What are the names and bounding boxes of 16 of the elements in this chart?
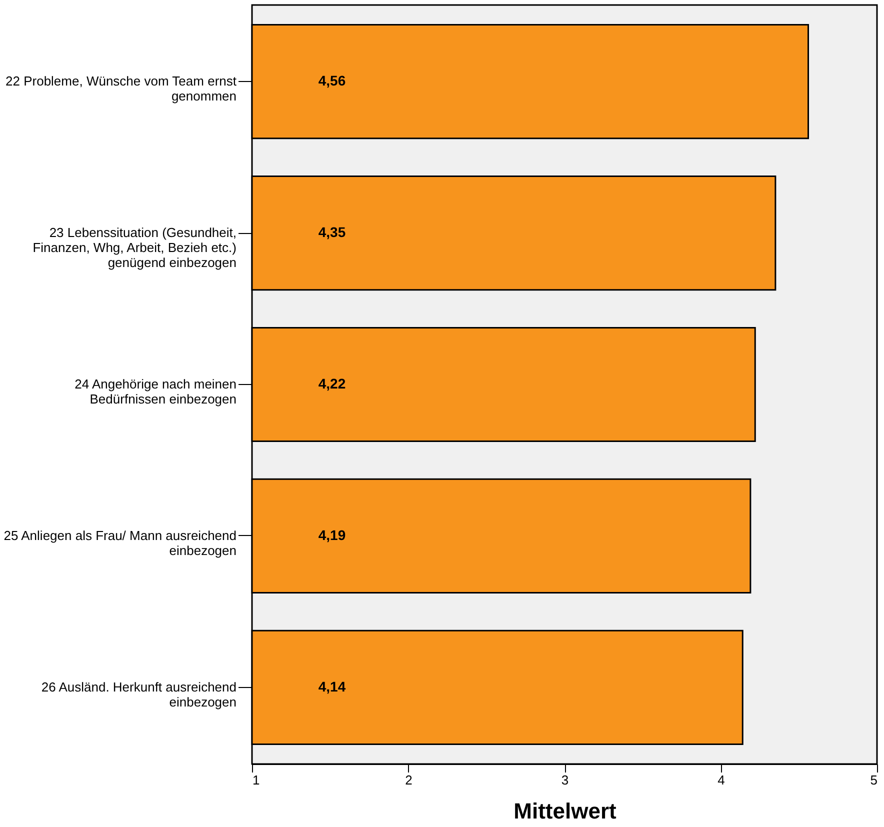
data-label: 4,19 [318,526,346,543]
y-tick-label: 26 Ausländ. Herkunft ausreichend einbezogen [41,679,236,710]
x-tick-label: 4 [718,772,725,788]
y-tick-label: 22 Probleme, Wünsche vom Team ernst genommen [6,74,237,104]
x-axis-title: Mittelwert [514,798,618,824]
data-label: 4,35 [318,224,346,240]
x-tick-label: 5 [870,772,878,788]
data-label: 4,22 [318,376,346,392]
x-tick-label: 1 [252,772,260,788]
y-tick-label: 25 Anliegen als Frau/ Mann ausreichend einbezogen [4,528,236,558]
data-label: 4,14 [318,678,346,694]
y-tick-label: 23 Lebenssituation (Gesundheit, Finanzen, Whg, Arbeit, Bezieh etc.) genügend einbezogen [32,225,236,270]
x-tick-label: 3 [561,772,569,788]
y-tick-label: 24 Angehörige nach meinen Bedürfnissen einbezogen [74,376,236,406]
data-label: 4,56 [318,72,346,89]
x-tick-label: 2 [405,772,412,788]
